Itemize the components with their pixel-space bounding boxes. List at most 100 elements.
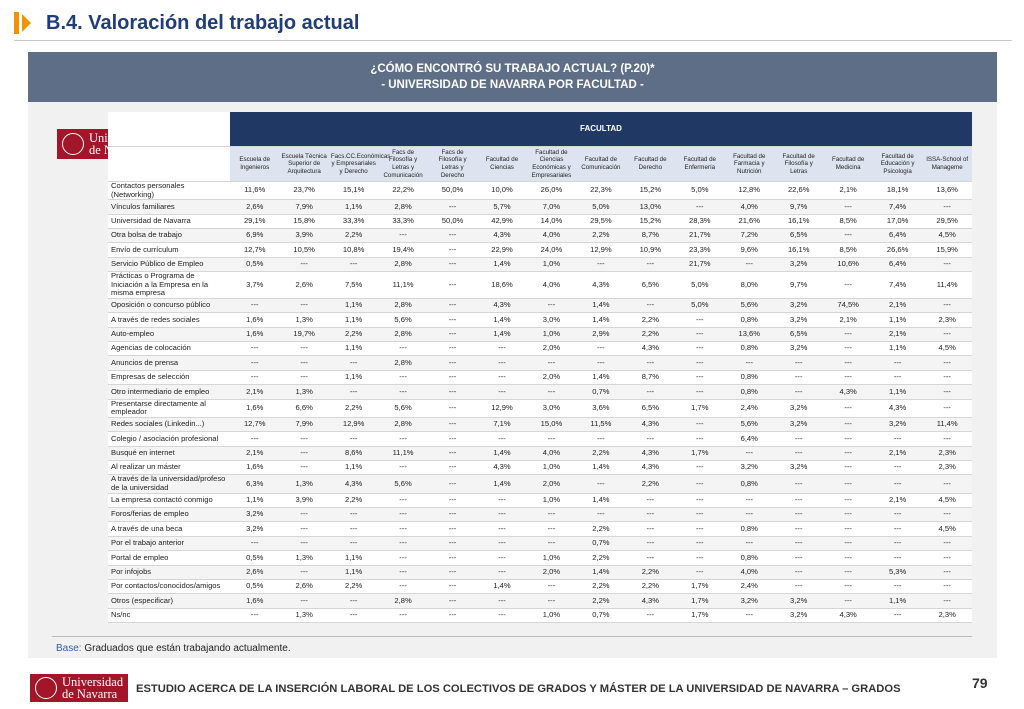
cell: ---: [576, 257, 626, 273]
cell: 11,1%: [378, 446, 428, 462]
cell: ---: [922, 399, 972, 418]
cell: ---: [823, 199, 873, 215]
cell: 1,1%: [328, 199, 379, 215]
cell: 29,1%: [230, 214, 280, 229]
cell: 2,2%: [625, 565, 676, 580]
cell: ---: [427, 446, 478, 462]
column-header: Escuela de Ingenieros: [230, 146, 280, 182]
cell: 6,6%: [279, 399, 329, 418]
cell: 5,3%: [872, 565, 923, 580]
footer-logo: Universidad de Navarra: [30, 674, 128, 702]
cell: 22,6%: [773, 181, 824, 201]
table-head: FACULTAD Escuela de Ingenieros Escuela Téc…: [108, 112, 972, 182]
cell: ---: [526, 431, 577, 447]
cell: 1,6%: [230, 460, 280, 476]
table-row: Auto-empleo 1,6% 19,7% 2,2% 2,8% --- 1,4% 1,0% 2…: [108, 327, 972, 343]
cell: 2,2%: [625, 312, 676, 328]
cell: ---: [328, 507, 379, 523]
table-row: Otro intermediario de empleo 2,1% 1,3% --- -…: [108, 384, 972, 400]
banner-line: ¿CÓMO ENCONTRÓ SU TRABAJO ACTUAL? (P.20)…: [370, 63, 655, 75]
cell: 11,4%: [922, 417, 972, 433]
column-header: ISSA-School of Manageme: [922, 146, 972, 182]
cell: ---: [328, 355, 379, 371]
cell: 1,3%: [279, 384, 329, 400]
cell: 1,1%: [328, 341, 379, 357]
cell: 2,8%: [378, 593, 428, 609]
table-row: La empresa contactó conmigo 1,1% 3,9% 2,2% -…: [108, 493, 972, 508]
row-label: Por contactos/conocidos/amigos: [108, 579, 230, 595]
row-label: A través de una beca: [108, 521, 230, 537]
cell: 5,0%: [675, 298, 725, 314]
cell: 0,8%: [724, 370, 774, 386]
cell: 2,0%: [526, 370, 577, 386]
blank-cell: [108, 146, 230, 182]
cell: ---: [378, 370, 428, 386]
cell: ---: [427, 431, 478, 447]
cell: 1,7%: [675, 399, 725, 418]
cell: 2,1%: [872, 446, 923, 462]
cell: ---: [675, 507, 725, 523]
column-header: Facultad de Educación y Psicología: [872, 146, 923, 182]
cell: 2,1%: [230, 446, 280, 462]
cell: ---: [576, 341, 626, 357]
cell: 1,1%: [328, 370, 379, 386]
cell: ---: [823, 474, 873, 494]
column-header: Facultad de Farmacia y Nutrición: [724, 146, 774, 182]
cell: 2,8%: [378, 298, 428, 314]
cell: ---: [576, 431, 626, 447]
cell: ---: [872, 608, 923, 624]
cell: 1,3%: [279, 550, 329, 566]
cell: 2,4%: [724, 579, 774, 595]
banner-line: - UNIVERSIDAD DE NAVARRA POR FACULTAD -: [381, 79, 644, 91]
cell: ---: [922, 579, 972, 595]
cell: 5,0%: [675, 181, 725, 201]
cell: ---: [477, 355, 527, 371]
cell: ---: [427, 228, 478, 244]
cell: ---: [675, 355, 725, 371]
cell: ---: [526, 593, 577, 609]
cell: ---: [922, 431, 972, 447]
table-row: Portal de empleo 0,5% 1,3% 1,1% --- --- --- 1,0…: [108, 550, 972, 566]
cell: ---: [477, 384, 527, 400]
cell: 1,0%: [526, 460, 577, 476]
cell: 3,2%: [230, 507, 280, 523]
cell: ---: [823, 355, 873, 371]
row-label: Auto-empleo: [108, 327, 230, 343]
cell: 15,8%: [279, 214, 329, 229]
cell: ---: [675, 431, 725, 447]
cell: 1,7%: [675, 446, 725, 462]
column-header: Facultad de Ciencias Económicas y Empres…: [526, 146, 577, 182]
cell: ---: [427, 199, 478, 215]
table-row: Vínculos familiares 2,6% 7,9% 1,1% 2,8% --- 5,…: [108, 199, 972, 215]
cell: 1,1%: [230, 493, 280, 508]
cell: 4,3%: [477, 228, 527, 244]
cell: ---: [230, 608, 280, 624]
table-row: Empresas de selección --- --- 1,1% --- --- ---…: [108, 370, 972, 386]
cell: ---: [773, 536, 824, 552]
table-row: Al realizar un máster 1,6% --- 1,1% --- --- 4,…: [108, 460, 972, 476]
cell: 2,6%: [279, 579, 329, 595]
cell: 8,5%: [823, 242, 873, 258]
cell: 2,1%: [823, 181, 873, 201]
cell: 2,6%: [230, 199, 280, 215]
cell: 1,4%: [576, 493, 626, 508]
table-row: Universidad de Navarra 29,1% 15,8% 33,3% 33,…: [108, 214, 972, 229]
table-row: Busqué en internet 2,1% --- 8,6% 11,1% --- 1,4…: [108, 446, 972, 462]
row-label: Envío de currículum: [108, 242, 230, 258]
cell: ---: [823, 507, 873, 523]
cell: ---: [922, 257, 972, 273]
cell: 2,2%: [576, 228, 626, 244]
base-label: Base:: [56, 643, 82, 654]
logo-shield: [35, 677, 57, 699]
cell: 15,2%: [625, 181, 676, 201]
cell: ---: [526, 536, 577, 552]
cell: 13,6%: [922, 181, 972, 201]
cell: ---: [773, 384, 824, 400]
column-header: Facs de Filosofía y Letras y Comunicació…: [378, 146, 428, 182]
cell: 1,6%: [230, 312, 280, 328]
cell: 5,6%: [378, 399, 428, 418]
cell: 2,2%: [328, 399, 379, 418]
cell: ---: [922, 384, 972, 400]
cell: ---: [427, 242, 478, 258]
cell: 22,3%: [576, 181, 626, 201]
